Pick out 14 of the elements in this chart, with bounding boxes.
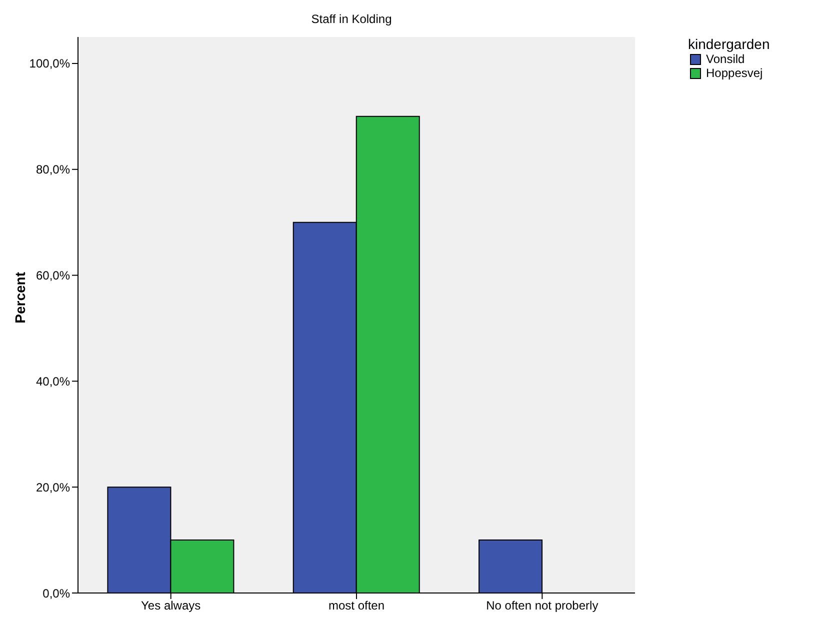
y-axis-title: Percent	[12, 272, 28, 324]
legend-label: Vonsild	[706, 52, 745, 66]
y-tick-label: 80,0%	[36, 162, 70, 177]
y-tick-label: 20,0%	[36, 480, 70, 494]
x-tick-label: most often	[328, 598, 385, 613]
x-tick-label: Yes always	[141, 598, 201, 613]
y-tick-label: 40,0%	[36, 374, 70, 388]
y-tick-label: 60,0%	[36, 268, 70, 283]
x-tick-label: No often not proberly	[486, 598, 598, 613]
legend-label: Hoppesvej	[706, 66, 763, 80]
legend-title: kindergarden	[688, 36, 770, 52]
y-tick-label: 0,0%	[42, 586, 70, 600]
chart-title: Staff in Kolding	[310, 12, 393, 26]
y-tick-label: 100,0%	[29, 56, 70, 71]
